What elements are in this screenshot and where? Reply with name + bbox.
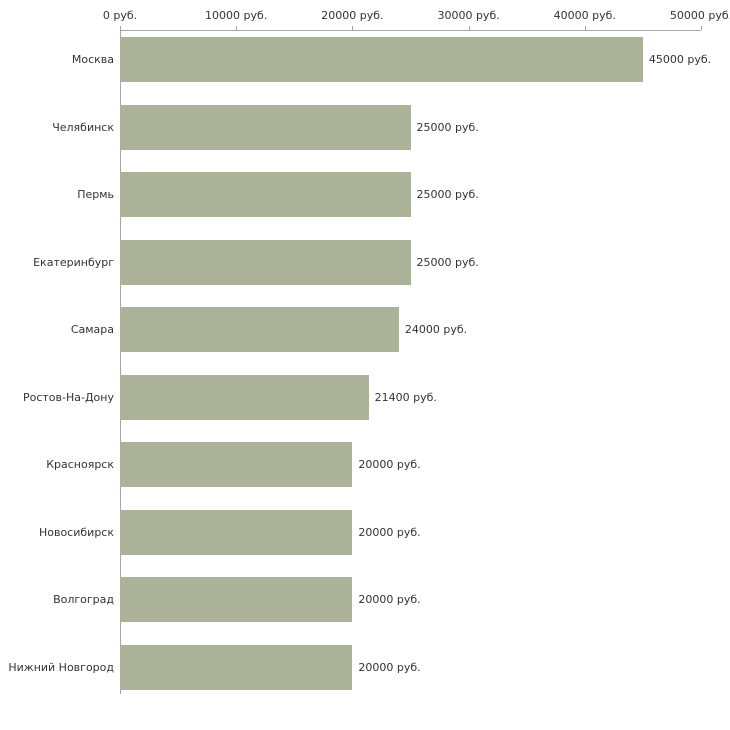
bar <box>120 104 411 150</box>
category-label: Самара <box>70 323 114 336</box>
value-label: 25000 руб. <box>416 188 479 201</box>
category-label: Волгоград <box>53 593 114 606</box>
value-label: 45000 руб. <box>648 53 712 66</box>
x-axis-tick-label: 20000 руб. <box>321 9 384 22</box>
bar <box>120 239 411 285</box>
bar <box>120 307 399 352</box>
bar <box>120 577 353 622</box>
bar <box>120 37 643 82</box>
bar <box>120 442 353 487</box>
bar <box>120 374 369 420</box>
x-axis-tick <box>236 26 238 30</box>
x-axis-tick-label: 0 руб. <box>102 9 138 22</box>
value-label: 20000 руб. <box>358 525 421 539</box>
x-axis-tick <box>352 26 354 30</box>
category-label: Челябинск <box>52 120 114 134</box>
bar <box>120 509 353 555</box>
bar <box>120 644 353 690</box>
x-axis-tick-label: 50000 руб. <box>669 9 730 22</box>
value-label: 25000 руб. <box>416 255 479 269</box>
x-axis-tick-label: 40000 руб. <box>553 9 616 22</box>
x-axis-tick <box>120 26 121 30</box>
category-label: Москва <box>71 53 114 66</box>
x-axis-tick-label: 10000 руб. <box>205 9 268 22</box>
value-label: 20000 руб. <box>358 660 421 674</box>
x-axis-tick-label: 30000 руб. <box>437 9 500 22</box>
category-label: Ростов-На-Дону <box>22 390 114 404</box>
x-axis-tick <box>701 26 702 30</box>
category-label: Новосибирск <box>38 525 114 539</box>
y-axis-line <box>120 30 121 694</box>
category-label: Екатеринбург <box>33 255 114 269</box>
value-label: 24000 руб. <box>404 323 468 336</box>
category-label: Нижний Новгород <box>8 660 114 674</box>
value-label: 20000 руб. <box>358 593 421 606</box>
value-label: 21400 руб. <box>374 390 437 404</box>
bar <box>120 172 411 217</box>
x-axis-tick <box>584 26 586 30</box>
category-label: Красноярск <box>46 458 114 471</box>
category-label: Пермь <box>77 188 114 201</box>
x-axis-line <box>120 30 701 31</box>
x-axis-tick <box>468 26 470 30</box>
value-label: 25000 руб. <box>416 120 479 134</box>
value-label: 20000 руб. <box>358 458 421 471</box>
